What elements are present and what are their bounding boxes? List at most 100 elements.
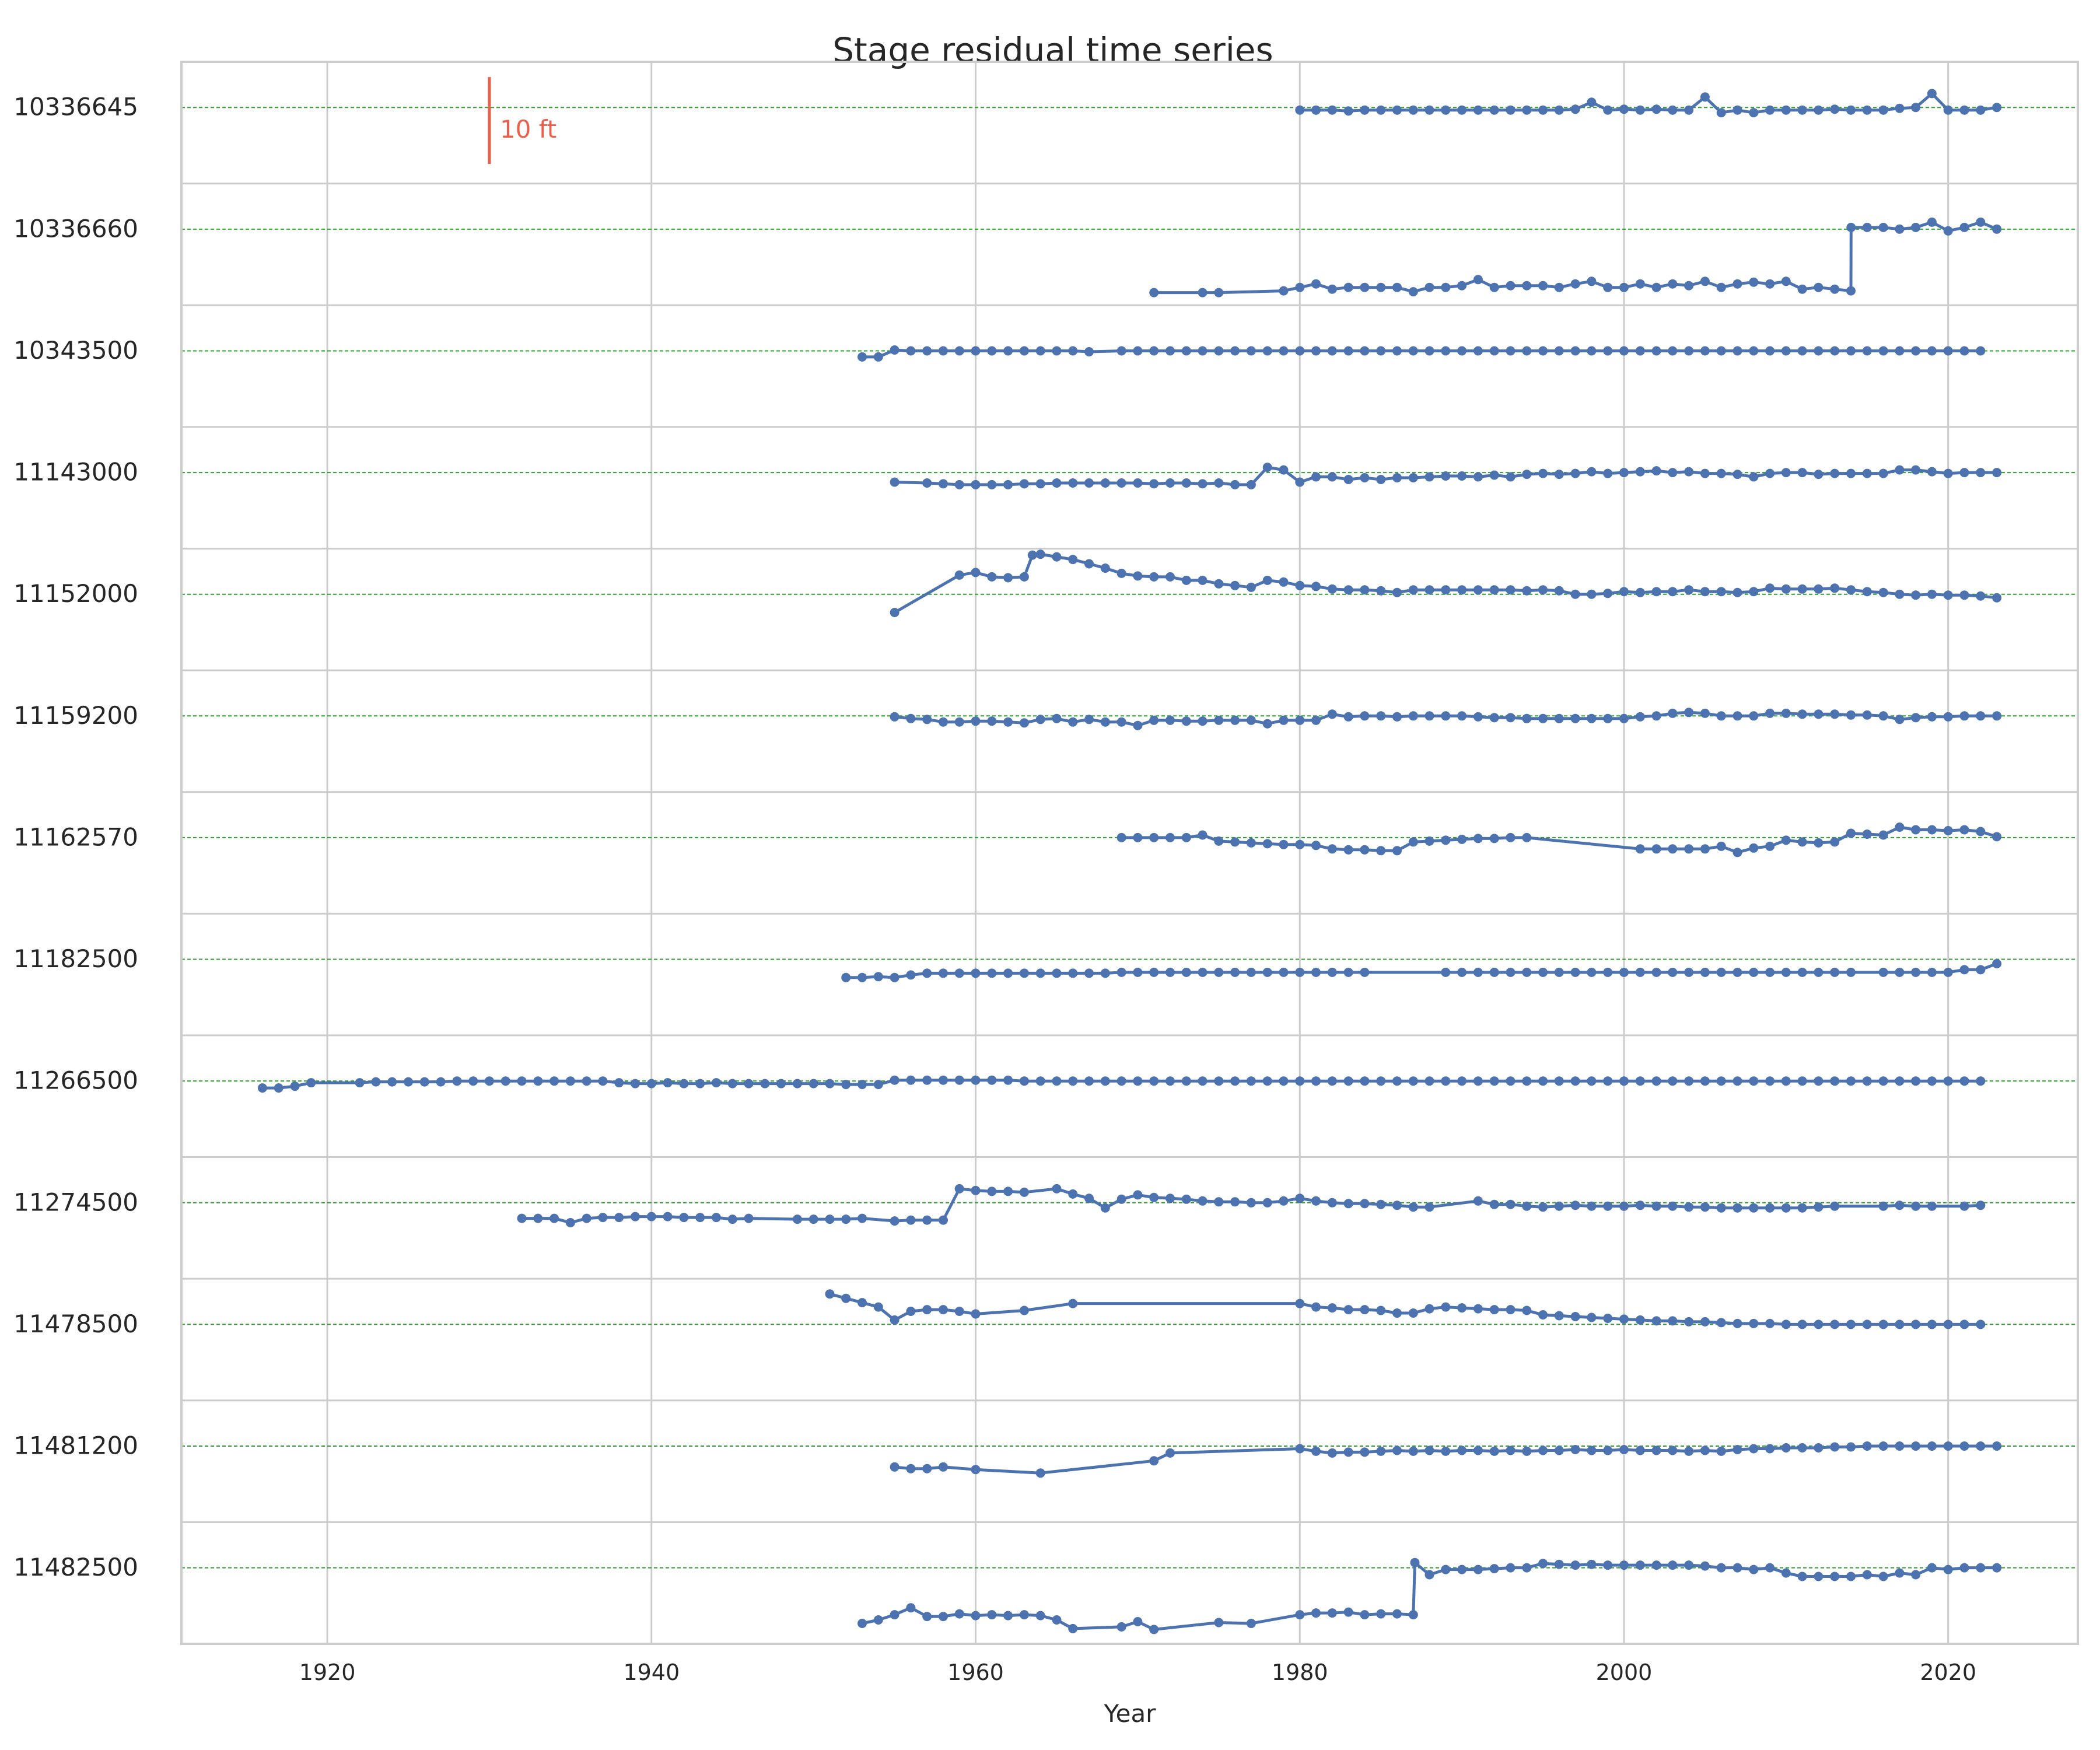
data-point	[841, 1214, 851, 1224]
data-point	[1976, 217, 1986, 227]
data-point	[1765, 967, 1775, 977]
series-label: 11182500	[13, 944, 138, 973]
data-point	[1797, 346, 1807, 356]
data-point	[1473, 834, 1483, 844]
data-point	[1700, 844, 1710, 854]
series-line	[522, 1187, 1981, 1224]
data-point	[1408, 105, 1418, 115]
data-point	[1343, 1199, 1353, 1209]
data-point	[1927, 1201, 1937, 1211]
data-point	[1003, 1186, 1013, 1196]
data-point	[1003, 1611, 1013, 1620]
data-point	[1522, 470, 1532, 480]
data-point	[1668, 1446, 1678, 1455]
data-point	[419, 1077, 429, 1087]
data-point	[1668, 1201, 1678, 1211]
data-point	[954, 1307, 964, 1316]
data-point	[274, 1083, 284, 1093]
data-point	[1651, 587, 1661, 597]
data-point	[1441, 1302, 1451, 1312]
data-point	[1927, 89, 1937, 99]
data-point	[1635, 1446, 1645, 1455]
row-separators	[181, 183, 2078, 1523]
data-point	[371, 1077, 381, 1087]
data-point	[1084, 1076, 1094, 1086]
data-point	[1749, 277, 1759, 287]
data-point	[1570, 279, 1580, 289]
data-point	[1570, 1200, 1580, 1210]
data-point	[533, 1213, 543, 1223]
data-point	[1830, 1201, 1840, 1211]
data-point	[1457, 471, 1467, 481]
data-point	[1116, 478, 1126, 488]
data-point	[1473, 1076, 1483, 1086]
data-point	[1635, 1076, 1645, 1086]
data-point	[1732, 1203, 1742, 1213]
data-point	[1716, 1203, 1726, 1213]
data-point	[1732, 105, 1742, 115]
data-point	[873, 1080, 883, 1090]
data-point	[1198, 967, 1208, 977]
data-point	[598, 1076, 608, 1086]
data-point	[906, 1464, 916, 1474]
data-point	[1538, 713, 1548, 723]
data-point	[1311, 1608, 1321, 1618]
data-point	[1635, 1200, 1645, 1210]
data-point	[939, 346, 948, 356]
series-label: 10343500	[13, 336, 138, 365]
data-point	[695, 1079, 705, 1088]
series-11478500	[825, 1289, 1986, 1329]
data-point	[1603, 1560, 1613, 1570]
series-10336645	[1295, 89, 2002, 118]
data-point	[1376, 1199, 1386, 1209]
data-point	[1441, 967, 1451, 977]
data-point	[744, 1213, 754, 1223]
data-point	[1166, 1194, 1175, 1203]
data-point	[1311, 346, 1321, 356]
data-point	[1538, 1076, 1548, 1086]
data-point	[1392, 105, 1402, 115]
data-point	[1554, 967, 1564, 977]
data-point	[1522, 1076, 1532, 1086]
data-point	[1587, 467, 1597, 477]
data-point	[890, 608, 900, 617]
data-point	[1927, 825, 1937, 835]
data-point	[1846, 468, 1856, 478]
data-point	[922, 968, 932, 978]
data-point	[971, 346, 981, 356]
data-point	[1506, 1076, 1516, 1086]
data-point	[1068, 1189, 1078, 1199]
data-point	[1976, 1441, 1986, 1451]
data-point	[906, 1603, 916, 1613]
data-point	[1684, 346, 1694, 356]
data-point	[841, 1080, 851, 1090]
data-point	[939, 479, 948, 489]
data-point	[1684, 105, 1694, 115]
data-point	[1846, 222, 1856, 232]
data-point	[1489, 1564, 1499, 1574]
data-point	[1895, 1568, 1905, 1578]
data-point	[1651, 104, 1661, 114]
data-point	[971, 716, 981, 726]
data-point	[1506, 346, 1516, 356]
data-point	[1538, 346, 1548, 356]
data-point	[533, 1076, 543, 1086]
data-point	[1570, 104, 1580, 114]
data-point	[1959, 222, 1969, 232]
data-point	[1570, 967, 1580, 977]
data-point	[1441, 1446, 1451, 1456]
data-point	[1392, 712, 1402, 722]
data-point	[1716, 1446, 1726, 1456]
data-point	[1587, 1559, 1597, 1569]
data-point	[1992, 959, 2002, 968]
data-point	[1570, 468, 1580, 478]
data-point	[1100, 1203, 1110, 1213]
data-point	[711, 1213, 721, 1223]
data-point	[1878, 105, 1888, 115]
data-point	[1765, 105, 1775, 115]
data-point	[1814, 346, 1824, 356]
series-11152000	[890, 550, 2002, 617]
data-point	[1473, 275, 1483, 285]
data-point	[1441, 1564, 1451, 1574]
data-point	[890, 1610, 900, 1620]
